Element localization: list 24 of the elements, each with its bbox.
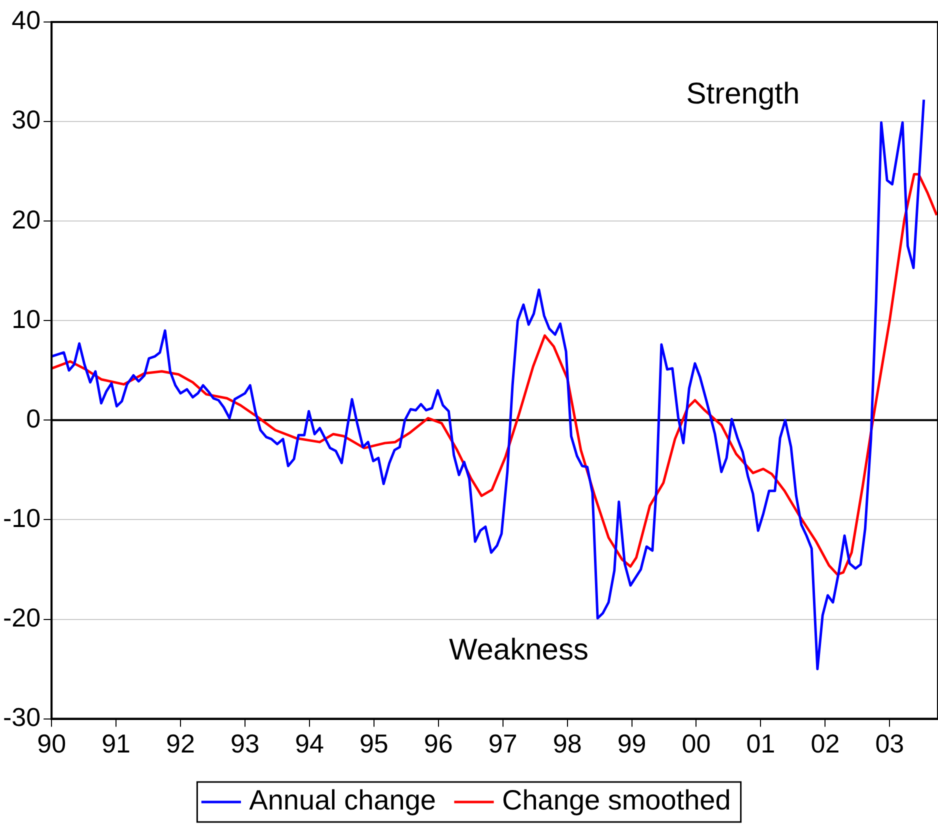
y-tick-label: 0 (26, 403, 41, 434)
x-tick-label: 95 (359, 728, 388, 759)
x-tick-label: 93 (230, 728, 260, 759)
x-tick-label: 97 (488, 728, 518, 759)
x-tick-label: 96 (424, 728, 453, 759)
legend-label: Annual change (249, 784, 436, 816)
x-tick-label: 92 (166, 728, 195, 759)
y-tick-label: 30 (12, 104, 41, 135)
x-tick-label: 02 (810, 728, 840, 759)
y-tick-label: 10 (12, 304, 41, 334)
legend-label: Change smoothed (502, 784, 731, 816)
y-tick-label: -10 (3, 502, 41, 533)
annotation: Weakness (448, 633, 588, 666)
y-tick-label: -20 (3, 602, 41, 632)
y-tick-label: 20 (12, 204, 41, 234)
x-tick-label: 03 (875, 728, 904, 759)
x-tick-label: 91 (102, 728, 131, 759)
x-tick-label: 99 (617, 728, 646, 759)
x-tick-label: 00 (682, 728, 711, 759)
x-tick-label: 98 (552, 728, 582, 759)
x-tick-label: 01 (746, 728, 776, 759)
annotation: Strength (686, 77, 800, 110)
x-tick-label: 94 (294, 728, 324, 759)
y-tick-label: 40 (12, 5, 41, 36)
